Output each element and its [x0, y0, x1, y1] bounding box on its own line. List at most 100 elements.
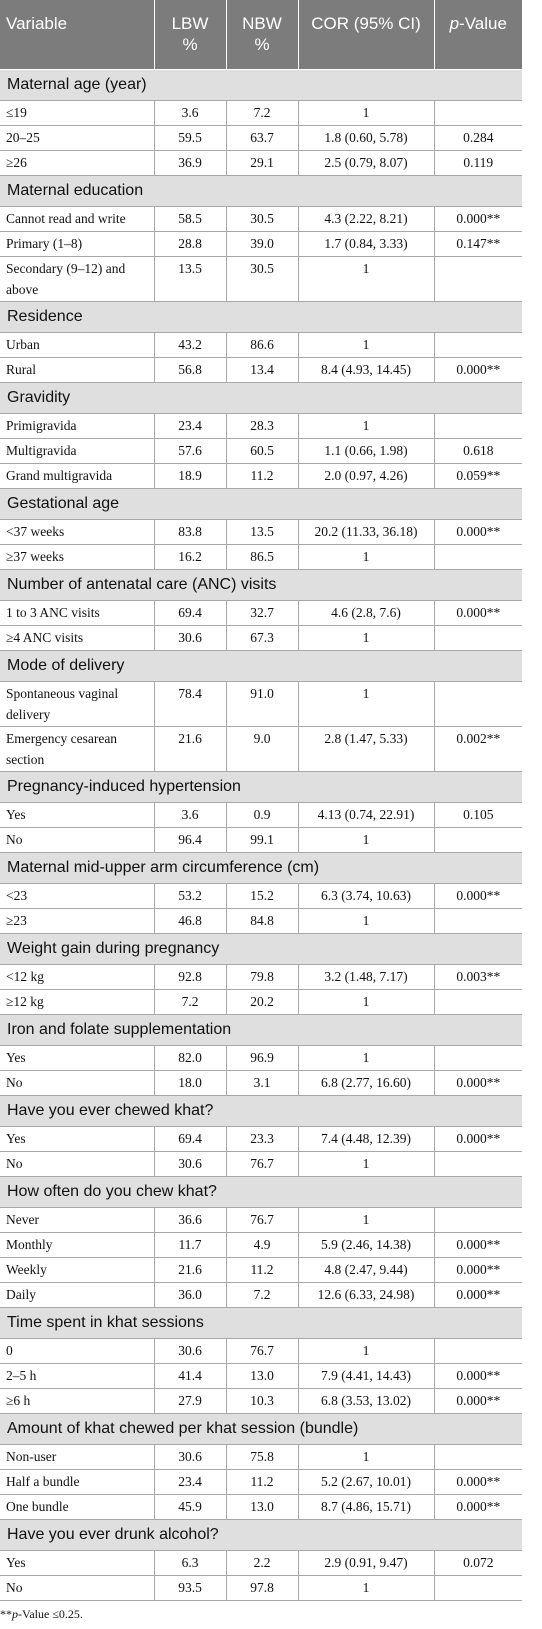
- nbw-value: 30.5: [225, 256, 299, 302]
- lbw-value: 16.2: [153, 544, 227, 570]
- cor-value: 20.2 (11.33, 36.18): [297, 519, 435, 545]
- header-variable: Variable: [0, 0, 155, 70]
- section-row: Pregnancy-induced hypertension: [0, 771, 522, 803]
- nbw-value: 2.2: [225, 1550, 299, 1576]
- table-row: Spontaneous vaginal delivery 78.4 91.0 1: [0, 681, 522, 727]
- cor-value: 3.2 (1.48, 7.17): [297, 964, 435, 990]
- p-value: [433, 544, 522, 570]
- cor-value: 1: [297, 827, 435, 853]
- header-row: Variable LBW % NBW % COR (95% CI) p-Valu…: [0, 0, 522, 70]
- cor-value: 5.2 (2.67, 10.01): [297, 1469, 435, 1495]
- lbw-value: 30.6: [153, 1338, 227, 1364]
- table-row: ≥37 weeks 16.2 86.5 1: [0, 544, 522, 570]
- p-value: 0.002**: [433, 726, 522, 772]
- row-label: No: [0, 1151, 155, 1177]
- table-row: <37 weeks 83.8 13.5 20.2 (11.33, 36.18) 0.00…: [0, 519, 522, 545]
- row-label: Yes: [0, 802, 155, 828]
- table-row: Yes 6.3 2.2 2.9 (0.91, 9.47) 0.072: [0, 1550, 522, 1576]
- cor-value: 1: [297, 1444, 435, 1470]
- table-row: Weekly 21.6 11.2 4.8 (2.47, 9.44) 0.000**: [0, 1257, 522, 1283]
- section-title: Mode of delivery: [0, 650, 522, 682]
- p-value: 0.072: [433, 1550, 522, 1576]
- lbw-value: 21.6: [153, 726, 227, 772]
- lbw-value: 28.8: [153, 231, 227, 257]
- p-value: 0.000**: [433, 1469, 522, 1495]
- cor-value: 4.6 (2.8, 7.6): [297, 600, 435, 626]
- table-row: No 18.0 3.1 6.8 (2.77, 16.60) 0.000**: [0, 1070, 522, 1096]
- lbw-value: 53.2: [153, 883, 227, 909]
- table-row: Emergency cesarean section 21.6 9.0 2.8 (1.…: [0, 726, 522, 772]
- cor-value: 1: [297, 681, 435, 727]
- section-title: Maternal age (year): [0, 69, 522, 101]
- nbw-value: 30.5: [225, 206, 299, 232]
- nbw-value: 7.2: [225, 1282, 299, 1308]
- p-value: [433, 1151, 522, 1177]
- nbw-value: 96.9: [225, 1045, 299, 1071]
- lbw-value: 56.8: [153, 357, 227, 383]
- table-row: ≥26 36.9 29.1 2.5 (0.79, 8.07) 0.119: [0, 150, 522, 176]
- table-row: Daily 36.0 7.2 12.6 (6.33, 24.98) 0.000**: [0, 1282, 522, 1308]
- cor-value: 4.8 (2.47, 9.44): [297, 1257, 435, 1283]
- nbw-value: 75.8: [225, 1444, 299, 1470]
- row-label: ≥37 weeks: [0, 544, 155, 570]
- table-row: 1 to 3 ANC visits 69.4 32.7 4.6 (2.8, 7.6) 0…: [0, 600, 522, 626]
- row-label: No: [0, 1070, 155, 1096]
- lbw-value: 13.5: [153, 256, 227, 302]
- p-value: 0.119: [433, 150, 522, 176]
- p-value: 0.618: [433, 438, 522, 464]
- section-title: Time spent in khat sessions: [0, 1307, 522, 1339]
- table-row: ≥4 ANC visits 30.6 67.3 1: [0, 625, 522, 651]
- p-value: [433, 681, 522, 727]
- table-container: Variable LBW % NBW % COR (95% CI) p-Valu…: [0, 0, 522, 1621]
- p-value: 0.147**: [433, 231, 522, 257]
- row-label: Non-user: [0, 1444, 155, 1470]
- p-value: 0.000**: [433, 357, 522, 383]
- section-title: Have you ever drunk alcohol?: [0, 1519, 522, 1551]
- p-value: 0.284: [433, 125, 522, 151]
- p-value: 0.059**: [433, 463, 522, 489]
- table-row: Grand multigravida 18.9 11.2 2.0 (0.97, 4.2…: [0, 463, 522, 489]
- p-value: [433, 100, 522, 126]
- section-title: How often do you chew khat?: [0, 1176, 522, 1208]
- cor-value: 5.9 (2.46, 14.38): [297, 1232, 435, 1258]
- row-label: No: [0, 1575, 155, 1601]
- cor-value: 1: [297, 1045, 435, 1071]
- table-row: No 93.5 97.8 1: [0, 1575, 522, 1601]
- cor-value: 1: [297, 100, 435, 126]
- row-label: Yes: [0, 1550, 155, 1576]
- cor-value: 12.6 (6.33, 24.98): [297, 1282, 435, 1308]
- lbw-value: 23.4: [153, 1469, 227, 1495]
- row-label: Primary (1–8): [0, 231, 155, 257]
- nbw-value: 0.9: [225, 802, 299, 828]
- lbw-value: 3.6: [153, 802, 227, 828]
- nbw-value: 67.3: [225, 625, 299, 651]
- cor-value: 1: [297, 908, 435, 934]
- section-row: Number of antenatal care (ANC) visits: [0, 569, 522, 601]
- section-title: Maternal education: [0, 175, 522, 207]
- row-label: ≥12 kg: [0, 989, 155, 1015]
- section-title: Amount of khat chewed per khat session (…: [0, 1413, 522, 1445]
- header-pvalue: p-Value: [434, 0, 522, 70]
- row-label: Rural: [0, 357, 155, 383]
- section-row: Mode of delivery: [0, 650, 522, 682]
- nbw-value: 60.5: [225, 438, 299, 464]
- lbw-value: 78.4: [153, 681, 227, 727]
- table-row: No 96.4 99.1 1: [0, 827, 522, 853]
- lbw-value: 46.8: [153, 908, 227, 934]
- lbw-value: 6.3: [153, 1550, 227, 1576]
- table-row: 2–5 h 41.4 13.0 7.9 (4.41, 14.43) 0.000**: [0, 1363, 522, 1389]
- section-row: Have you ever chewed khat?: [0, 1095, 522, 1127]
- lbw-value: 69.4: [153, 1126, 227, 1152]
- nbw-value: 97.8: [225, 1575, 299, 1601]
- p-value: 0.000**: [433, 600, 522, 626]
- row-label: Yes: [0, 1126, 155, 1152]
- nbw-value: 32.7: [225, 600, 299, 626]
- row-label: One bundle: [0, 1494, 155, 1520]
- table-row: Monthly 11.7 4.9 5.9 (2.46, 14.38) 0.000**: [0, 1232, 522, 1258]
- lbw-value: 92.8: [153, 964, 227, 990]
- cor-value: 1: [297, 1575, 435, 1601]
- cor-value: 2.8 (1.47, 5.33): [297, 726, 435, 772]
- p-value: [433, 332, 522, 358]
- section-row: Amount of khat chewed per khat session (…: [0, 1413, 522, 1445]
- row-label: ≥6 h: [0, 1388, 155, 1414]
